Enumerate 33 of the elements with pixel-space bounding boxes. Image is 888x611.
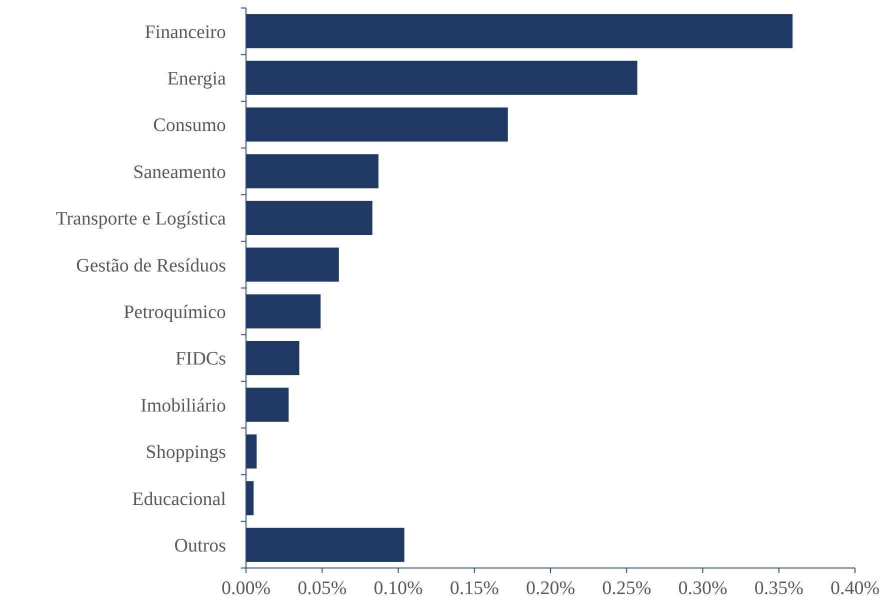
y-tick-label: Petroquímico [124, 302, 226, 324]
y-tick-label: Imobiliário [140, 395, 226, 416]
bar [246, 14, 793, 48]
x-tick-label: 0.15% [450, 578, 500, 599]
bar [246, 481, 254, 516]
y-tick-label: Energia [167, 68, 227, 90]
x-tick-label: 0.05% [298, 578, 347, 599]
bar [246, 107, 508, 142]
x-tick-label: 0.00% [221, 578, 271, 599]
y-tick-label: Transporte e Logística [56, 208, 227, 230]
bar [246, 434, 257, 469]
x-tick-label: 0.35% [754, 578, 804, 599]
bar [246, 60, 638, 95]
bar [246, 154, 378, 188]
y-tick-label: Outros [174, 536, 226, 557]
x-tick-label: 0.40% [830, 578, 880, 599]
bar [246, 528, 404, 562]
bar [246, 248, 339, 282]
y-tick-label: Consumo [153, 115, 226, 136]
y-tick-label: Shoppings [146, 442, 226, 464]
y-tick-label: Saneamento [133, 162, 226, 183]
y-tick-label: FIDCs [175, 348, 226, 370]
y-tick-label: Gestão de Resíduos [76, 255, 226, 276]
x-tick-label: 0.30% [678, 578, 728, 599]
bar [246, 388, 289, 422]
x-tick-label: 0.25% [602, 578, 652, 599]
bar [246, 200, 372, 235]
x-tick-label: 0.20% [526, 578, 576, 599]
y-tick-label: Educacional [132, 488, 226, 510]
bar [246, 294, 321, 328]
bar [246, 341, 300, 376]
y-tick-label: Financeiro [144, 22, 226, 43]
x-tick-label: 0.10% [374, 578, 423, 599]
